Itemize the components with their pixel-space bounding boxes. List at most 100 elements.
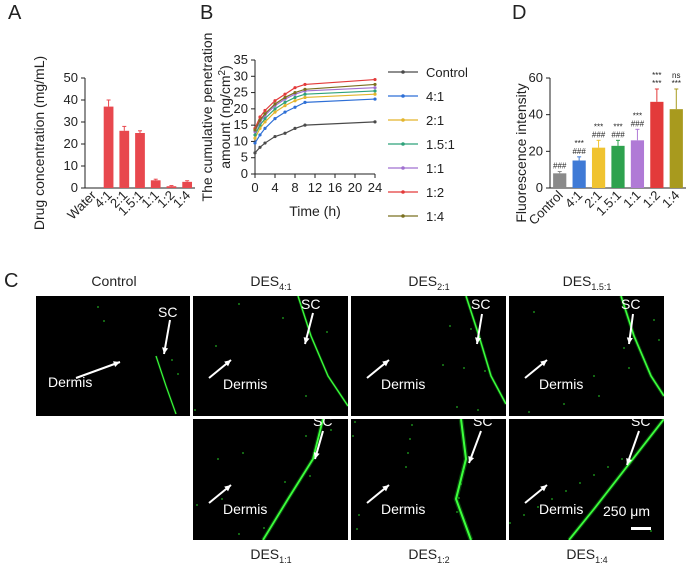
- fluorescent-speckle: [407, 452, 409, 454]
- series-point: [273, 134, 277, 139]
- series-point: [293, 105, 297, 109]
- micro-title-des-1-4: DES1:4: [566, 546, 608, 565]
- fluorescent-speckle: [477, 409, 479, 411]
- bar: [103, 106, 114, 188]
- fluorescent-speckle: [456, 511, 458, 513]
- fluorescent-speckle: [628, 367, 630, 369]
- dermis-arrow-head: [113, 361, 120, 368]
- y-tick-label: 0: [241, 166, 248, 181]
- sc-boundary: [454, 419, 472, 540]
- fluorescent-speckle: [563, 403, 565, 405]
- dermis-label: Dermis: [381, 376, 426, 392]
- y-tick-label: 0: [71, 180, 78, 195]
- sc-boundary: [465, 296, 506, 405]
- y-tick-label: 20: [234, 101, 248, 116]
- dermis-label: Dermis: [223, 376, 268, 392]
- significance-top: ***: [594, 122, 603, 131]
- dermis-label: Dermis: [539, 501, 584, 517]
- fluorescent-speckle: [221, 498, 223, 500]
- significance-bottom: ***: [672, 79, 681, 88]
- legend-marker: [401, 142, 405, 146]
- fluorescent-speckle: [356, 528, 358, 530]
- x-tick-label: 16: [328, 180, 342, 195]
- series-point: [293, 90, 297, 95]
- y-tick-label: 30: [64, 114, 78, 129]
- series-point: [293, 95, 297, 100]
- fluorescent-speckle: [458, 497, 460, 499]
- fluorescent-speckle: [650, 530, 652, 532]
- legend-label: 4:1: [426, 89, 444, 104]
- sc-arrow-head: [303, 337, 310, 344]
- fluorescent-speckle: [177, 373, 179, 375]
- significance-top: ***: [613, 122, 622, 131]
- series-point: [303, 123, 307, 127]
- y-axis-title-line1: The cumulative penetration: [199, 33, 215, 202]
- series-line: [254, 121, 376, 154]
- legend-marker: [401, 190, 405, 194]
- y-tick-label: 60: [529, 70, 543, 85]
- significance-bottom: ###: [592, 130, 606, 139]
- series-point: [373, 89, 377, 93]
- significance-bottom: ###: [553, 162, 567, 171]
- fluorescent-speckle: [196, 504, 198, 506]
- sc-arrow-head: [475, 337, 482, 344]
- significance-top: ns: [672, 71, 680, 80]
- series-point: [293, 126, 297, 130]
- significance-top: ***: [574, 139, 583, 148]
- sc-boundary: [568, 419, 664, 540]
- legend-marker: [401, 214, 405, 218]
- fluorescent-speckle: [352, 435, 354, 437]
- series-point: [303, 92, 307, 96]
- series-point: [293, 99, 297, 103]
- significance-bottom: ***: [652, 79, 661, 88]
- x-tick-label: 1:4: [659, 188, 682, 211]
- series-point: [373, 86, 377, 90]
- bar: [553, 173, 567, 188]
- fluorescent-speckle: [533, 311, 535, 313]
- micrograph-des-2-1: SC Dermis: [351, 296, 506, 416]
- chart-a-drug-concentration: 01020304050Water4:12:11.5:11:11:21:4Drug…: [31, 56, 195, 230]
- series-point: [373, 97, 377, 101]
- series-point: [253, 151, 257, 155]
- y-tick-label: 10: [64, 158, 78, 173]
- fluorescent-speckle: [484, 370, 486, 372]
- sc-label: SC: [631, 419, 651, 429]
- fluorescent-speckle: [330, 429, 332, 431]
- legend-label: 1.5:1: [426, 137, 455, 152]
- fluorescent-speckle: [217, 458, 219, 460]
- series-point: [283, 95, 287, 100]
- fluorescent-speckle: [309, 475, 311, 477]
- dermis-arrow-head: [382, 485, 389, 492]
- sc-glow: [261, 419, 325, 540]
- series-point: [273, 107, 277, 111]
- bar: [119, 130, 130, 188]
- fluorescent-speckle: [263, 527, 265, 529]
- y-axis-title: Drug concentration (mg/mL): [31, 56, 47, 230]
- series-point: [273, 110, 277, 114]
- legend-marker: [401, 166, 405, 170]
- sc-boundary: [262, 419, 324, 540]
- series-point: [303, 82, 307, 87]
- fluorescent-speckle: [460, 483, 462, 485]
- fluorescent-speckle: [305, 435, 307, 437]
- bar: [135, 133, 145, 188]
- dermis-arrow-head: [224, 485, 231, 492]
- panel-letter-d: D: [512, 2, 527, 24]
- fluorescent-speckle: [462, 469, 464, 471]
- series-point: [293, 86, 297, 90]
- bar: [182, 181, 193, 188]
- y-axis-title: Fluorescence intensity: [513, 83, 529, 222]
- series-point: [263, 126, 267, 130]
- legend-label: Control: [426, 65, 468, 80]
- legend-marker: [401, 94, 405, 98]
- series-point: [373, 92, 377, 96]
- dermis-label: Dermis: [48, 374, 93, 390]
- panel-letter-c: C: [4, 270, 19, 292]
- y-tick-label: 5: [241, 150, 248, 165]
- x-tick-label: Water: [64, 187, 99, 222]
- micro-title-des-2-1: DES2:1: [408, 273, 450, 292]
- series-point: [273, 102, 277, 106]
- fluorescent-speckle: [658, 339, 660, 341]
- legend-label: 1:1: [426, 161, 444, 176]
- series-point: [263, 108, 267, 113]
